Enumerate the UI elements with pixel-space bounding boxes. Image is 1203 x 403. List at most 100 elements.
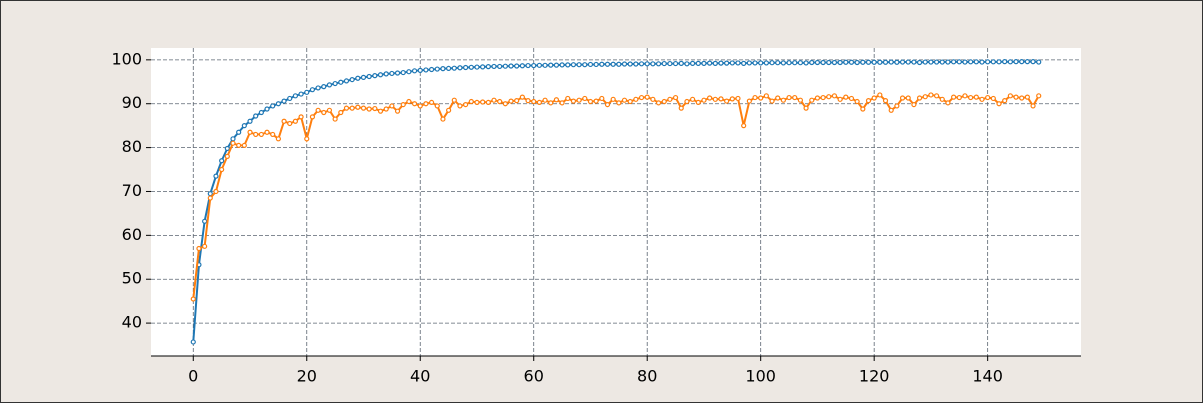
point bbox=[230, 140, 236, 146]
point bbox=[973, 94, 979, 100]
point bbox=[383, 106, 389, 112]
point bbox=[752, 60, 758, 66]
point bbox=[667, 96, 673, 102]
point bbox=[360, 105, 367, 111]
point bbox=[377, 108, 384, 114]
point bbox=[911, 101, 917, 108]
point bbox=[729, 96, 735, 102]
point bbox=[224, 145, 230, 152]
y-tick-label: 60 bbox=[122, 225, 142, 244]
y-tick-label: 100 bbox=[111, 49, 142, 68]
point bbox=[508, 98, 514, 104]
point bbox=[394, 108, 401, 114]
point bbox=[264, 106, 270, 112]
point bbox=[661, 60, 667, 67]
point bbox=[911, 59, 917, 65]
point bbox=[610, 96, 616, 102]
point bbox=[814, 59, 821, 66]
point bbox=[559, 62, 565, 68]
point bbox=[349, 105, 355, 111]
x-tick-label: 120 bbox=[859, 367, 890, 386]
point bbox=[338, 109, 344, 116]
point bbox=[451, 97, 457, 103]
point bbox=[888, 59, 894, 65]
point bbox=[672, 60, 679, 67]
point bbox=[655, 100, 662, 106]
point bbox=[553, 62, 560, 68]
point bbox=[882, 59, 889, 65]
point bbox=[253, 113, 259, 119]
point bbox=[803, 105, 809, 111]
point bbox=[990, 59, 996, 65]
point bbox=[491, 63, 497, 70]
point bbox=[372, 105, 378, 112]
point bbox=[775, 95, 781, 101]
point bbox=[877, 59, 883, 65]
point bbox=[190, 296, 196, 302]
point bbox=[298, 91, 304, 97]
point bbox=[928, 59, 934, 65]
plot-area bbox=[151, 48, 1081, 356]
point bbox=[423, 67, 429, 73]
x-tick-label: 60 bbox=[524, 367, 544, 386]
point bbox=[593, 61, 599, 68]
point bbox=[275, 136, 281, 142]
point bbox=[411, 68, 418, 74]
point bbox=[638, 94, 645, 101]
point bbox=[633, 96, 639, 102]
point bbox=[610, 61, 616, 67]
point bbox=[514, 63, 520, 69]
point bbox=[582, 62, 588, 68]
point bbox=[962, 59, 968, 65]
point bbox=[809, 97, 815, 103]
point bbox=[576, 97, 582, 103]
point bbox=[916, 95, 923, 101]
point bbox=[531, 98, 537, 105]
point bbox=[304, 136, 310, 142]
point bbox=[366, 73, 372, 80]
point bbox=[758, 95, 764, 101]
point bbox=[860, 106, 866, 112]
point bbox=[338, 79, 344, 85]
point bbox=[837, 59, 843, 66]
point bbox=[792, 94, 798, 101]
point bbox=[865, 59, 872, 65]
point bbox=[428, 99, 435, 106]
point bbox=[497, 63, 503, 70]
point bbox=[349, 76, 355, 83]
point bbox=[202, 218, 208, 224]
point bbox=[763, 93, 769, 99]
point bbox=[826, 59, 832, 66]
point bbox=[559, 100, 565, 106]
point bbox=[474, 99, 480, 106]
point bbox=[860, 59, 866, 65]
point bbox=[843, 59, 849, 65]
point bbox=[979, 59, 985, 65]
point bbox=[968, 94, 974, 101]
point bbox=[684, 61, 690, 67]
y-tick-label: 90 bbox=[122, 93, 142, 112]
point bbox=[786, 94, 792, 101]
point bbox=[502, 101, 508, 107]
point bbox=[377, 72, 384, 78]
point bbox=[644, 94, 650, 100]
point bbox=[627, 98, 633, 105]
point bbox=[599, 61, 605, 67]
point bbox=[678, 60, 684, 66]
point bbox=[219, 158, 225, 164]
point bbox=[962, 93, 968, 99]
point bbox=[360, 74, 367, 80]
point bbox=[519, 94, 525, 100]
point bbox=[843, 94, 849, 100]
point bbox=[480, 99, 486, 105]
point bbox=[434, 66, 440, 72]
point bbox=[899, 59, 906, 65]
point bbox=[508, 63, 514, 69]
point bbox=[752, 94, 758, 101]
point bbox=[565, 95, 571, 102]
point bbox=[1007, 59, 1013, 65]
point bbox=[809, 59, 815, 66]
point bbox=[536, 99, 542, 106]
point bbox=[701, 97, 707, 103]
point bbox=[593, 98, 599, 104]
